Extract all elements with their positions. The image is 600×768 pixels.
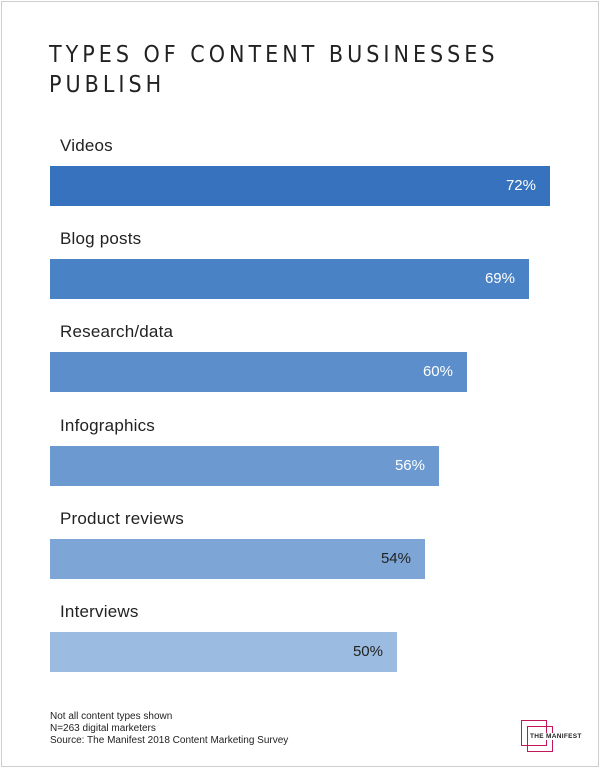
footnote-line: Not all content types shown: [50, 711, 173, 722]
manifest-logo-icon: THE MANIFEST: [521, 720, 583, 756]
logo-text: THE MANIFEST: [529, 733, 583, 740]
bar: [50, 259, 529, 299]
footnote-line: N=263 digital marketers: [50, 723, 156, 734]
value-label: 72%: [505, 177, 536, 194]
value-label: 50%: [352, 643, 383, 660]
bar: [50, 352, 467, 392]
category-label: Blog posts: [60, 229, 142, 248]
value-label: 60%: [422, 363, 453, 380]
category-label: Research/data: [60, 322, 174, 341]
value-label: 54%: [380, 550, 411, 567]
value-label: 69%: [484, 270, 515, 287]
bar: [50, 446, 439, 486]
chart-title: TYPES OF CONTENT BUSINESSES PUBLISH: [49, 42, 499, 98]
category-label: Videos: [60, 136, 113, 155]
category-label: Product reviews: [60, 509, 184, 528]
category-label: Infographics: [60, 416, 156, 435]
bar: [50, 166, 550, 206]
footnote-line: Source: The Manifest 2018 Content Market…: [50, 735, 289, 746]
category-label: Interviews: [60, 602, 139, 621]
bar: [50, 539, 425, 579]
footnotes: Not all content types shown N=263 digita…: [50, 711, 288, 747]
value-label: 56%: [394, 457, 425, 474]
bar: [50, 632, 397, 672]
